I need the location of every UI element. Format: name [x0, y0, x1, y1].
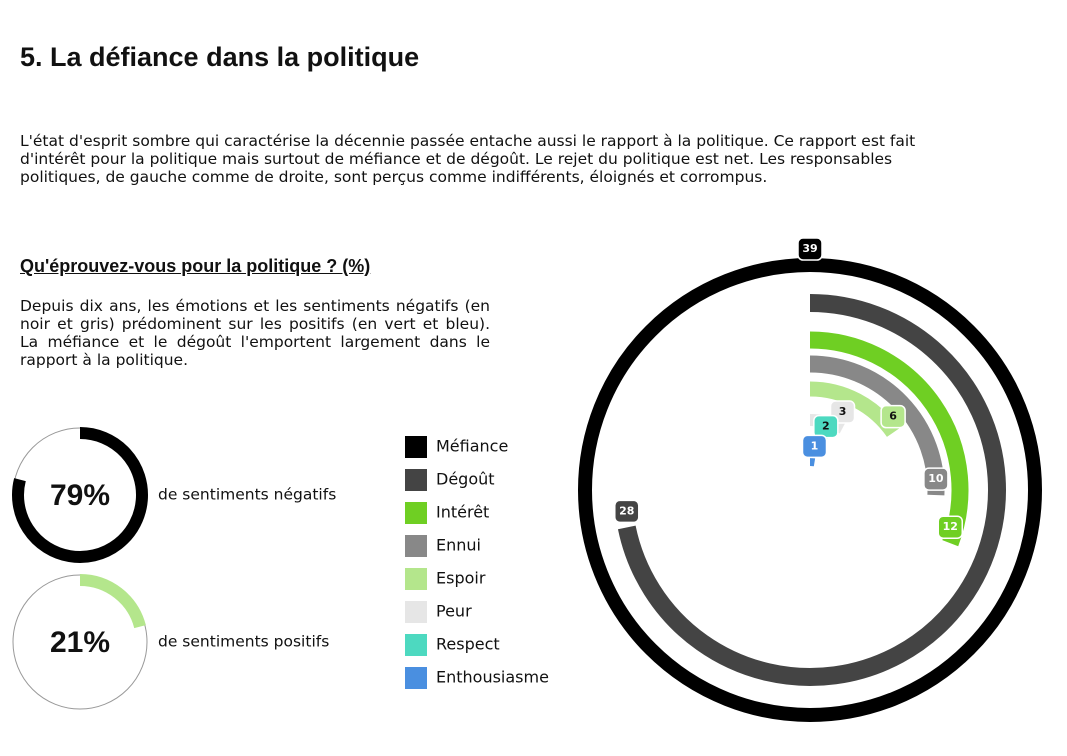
chart-title: Qu'éprouvez-vous pour la politique ? (%) [20, 256, 371, 276]
value-badge [801, 434, 828, 459]
ring-label: de sentiments positifs [158, 633, 329, 651]
ring-value: 21% [50, 626, 110, 659]
ring-arc [79, 574, 146, 629]
chart-subtitle: Depuis dix ans, les émotions et les sent… [20, 297, 490, 369]
legend-label: Dégoût [436, 470, 495, 489]
value-badge [797, 237, 823, 261]
legend-label: Espoir [436, 569, 486, 588]
page-title: 5. La défiance dans la politique [20, 42, 420, 72]
ring-arc [12, 427, 148, 563]
value-label: 12 [943, 520, 958, 533]
legend-label: Peur [436, 602, 472, 621]
radial-bar [578, 258, 1042, 722]
radial-bar [617, 294, 1006, 686]
legend-swatch [405, 535, 427, 557]
value-badge [614, 499, 640, 524]
legend-swatch [405, 568, 427, 590]
legend-swatch [405, 601, 427, 623]
value-label: 3 [839, 405, 847, 418]
value-badge [880, 404, 906, 429]
legend-swatch [405, 436, 427, 458]
value-label: 28 [619, 504, 634, 517]
value-label: 6 [889, 410, 897, 423]
value-badge [923, 467, 949, 491]
ring-value: 79% [50, 479, 110, 512]
value-label: 1 [811, 439, 819, 452]
value-label: 2 [822, 420, 830, 433]
legend-label: Intérêt [436, 503, 489, 522]
legend-label: Enthousiasme [436, 668, 549, 687]
legend-swatch [405, 634, 427, 656]
value-label: 39 [802, 242, 817, 255]
legend-swatch [405, 667, 427, 689]
legend-swatch [405, 502, 427, 524]
value-badge [937, 515, 964, 539]
legend-label: Ennui [436, 536, 481, 555]
legend-label: Respect [436, 635, 500, 654]
legend-swatch [405, 469, 427, 491]
value-label: 10 [928, 472, 944, 485]
radial-bar [809, 331, 969, 547]
legend-label: Méfiance [436, 437, 508, 456]
ring-label: de sentiments négatifs [158, 486, 336, 504]
intro: L'état d'esprit sombre qui caractérise l… [20, 132, 916, 186]
